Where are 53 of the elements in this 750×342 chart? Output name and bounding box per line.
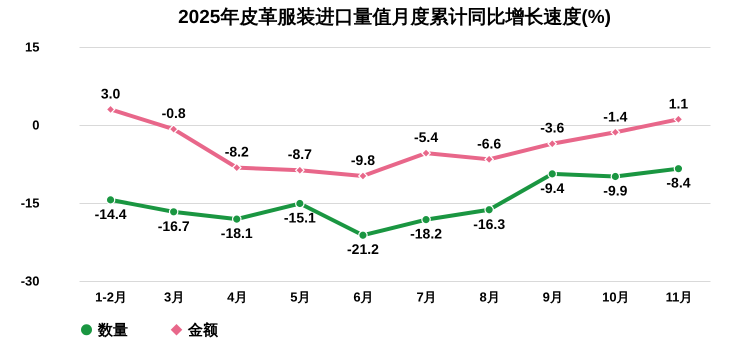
data-label: -8.4 xyxy=(666,174,691,191)
data-label: 1.1 xyxy=(668,95,688,112)
data-label: -16.7 xyxy=(158,218,190,234)
data-label: -9.8 xyxy=(350,152,376,168)
data-label: -9.9 xyxy=(603,182,628,198)
data-label: -3.6 xyxy=(540,120,565,136)
x-tick-label: 3月 xyxy=(164,290,184,304)
data-label: -8.7 xyxy=(288,146,312,162)
x-tick-label: 6月 xyxy=(353,290,374,304)
data-label: -14.4 xyxy=(94,206,127,222)
point xyxy=(232,162,242,172)
data-label: -0.8 xyxy=(162,105,186,122)
point xyxy=(610,172,620,182)
x-tick-label: 10月 xyxy=(602,290,630,304)
x-tick-label: 8月 xyxy=(480,290,500,304)
point xyxy=(232,214,242,224)
data-label: -18.1 xyxy=(220,225,253,242)
y-tick-label: 15 xyxy=(25,40,40,54)
x-tick-label: 11月 xyxy=(666,290,692,304)
y-tick-label: 0 xyxy=(32,118,40,132)
point xyxy=(358,171,368,181)
point xyxy=(295,198,305,208)
y-tick-label: -30 xyxy=(20,274,40,288)
point xyxy=(547,169,558,179)
data-label: -18.2 xyxy=(410,226,442,242)
data-label: -9.4 xyxy=(540,180,565,196)
point xyxy=(484,154,494,164)
data-label: -8.2 xyxy=(224,144,250,160)
data-label: 3.0 xyxy=(100,85,120,102)
data-label: -1.4 xyxy=(603,108,628,124)
y-tick-label: -15 xyxy=(20,196,40,210)
legend-label: 数量 xyxy=(97,322,128,339)
x-tick-label: 7月 xyxy=(416,290,437,304)
legend-label: 金额 xyxy=(187,320,219,339)
data-label: -16.3 xyxy=(473,216,506,232)
data-label: -21.2 xyxy=(346,241,380,258)
point xyxy=(168,207,178,217)
point xyxy=(421,148,431,158)
x-tick-label: 9月 xyxy=(542,290,563,304)
x-tick-label: 4月 xyxy=(227,290,248,304)
data-label: -15.1 xyxy=(284,210,316,226)
point xyxy=(674,164,684,174)
data-label: -6.6 xyxy=(477,135,502,152)
point xyxy=(106,104,116,114)
point xyxy=(358,230,368,240)
x-tick-label: 5月 xyxy=(290,290,310,304)
chart-title: 2025年皮革服装进口量值月度累计同比增长速度(%) xyxy=(178,6,611,28)
x-tick-label: 1-2月 xyxy=(95,290,127,304)
data-label: -5.4 xyxy=(414,129,438,146)
point xyxy=(168,124,178,134)
point xyxy=(106,195,116,205)
point xyxy=(484,204,494,215)
point xyxy=(421,214,431,224)
